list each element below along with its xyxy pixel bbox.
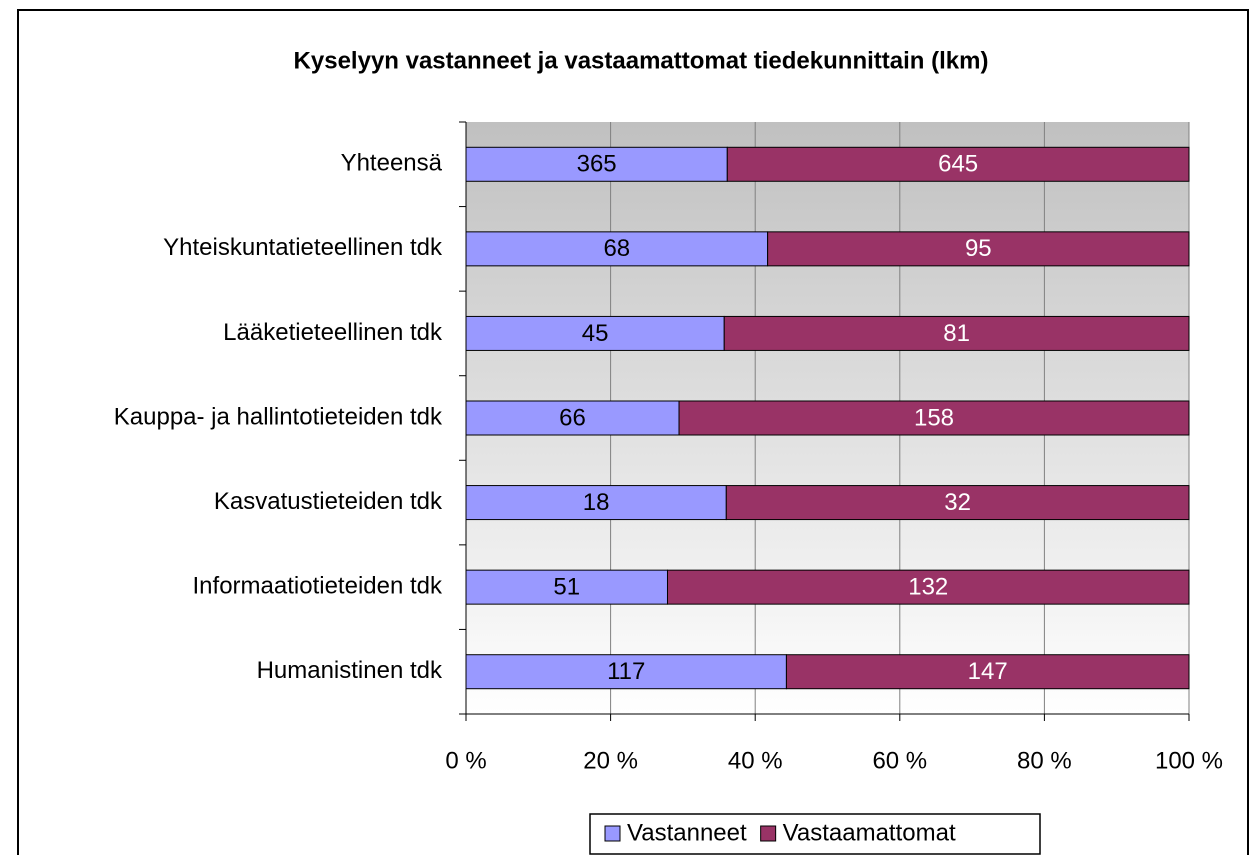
bar-segment — [785, 654, 1190, 690]
data-label: 32 — [944, 489, 971, 516]
y-tick-label: Kauppa- ja hallintotieteiden tdk — [114, 403, 443, 430]
bar-segment — [465, 569, 668, 605]
x-tick-label: 100 % — [1155, 747, 1223, 774]
data-label: 68 — [603, 235, 630, 262]
chart-title: Kyselyyn vastanneet ja vastaamattomat ti… — [294, 47, 989, 74]
data-label: 45 — [582, 320, 609, 347]
bar-segment — [678, 400, 1190, 436]
x-tick-label: 0 % — [445, 747, 486, 774]
y-tick-label: Yhteensä — [341, 150, 443, 177]
bar-segment — [465, 485, 727, 521]
y-tick-label: Humanistinen tdk — [257, 657, 443, 684]
data-label: 158 — [914, 404, 954, 431]
bar-segment — [465, 400, 680, 436]
legend-swatch — [760, 825, 777, 842]
bar-segment — [767, 231, 1190, 267]
x-tick-label: 80 % — [1017, 747, 1072, 774]
legend-swatch — [604, 825, 621, 842]
data-label: 66 — [559, 404, 586, 431]
data-label: 132 — [908, 573, 948, 600]
x-tick-label: 20 % — [583, 747, 638, 774]
data-label: 365 — [577, 151, 617, 178]
bar-segment — [465, 315, 725, 351]
x-tick-label: 60 % — [872, 747, 927, 774]
data-label: 51 — [553, 573, 580, 600]
y-tick-label: Informaatiotieteiden tdk — [193, 572, 443, 599]
y-tick-label: Lääketieteellinen tdk — [223, 319, 443, 346]
data-label: 18 — [583, 489, 610, 516]
bar-segment — [726, 146, 1190, 182]
legend-label: Vastaamattomat — [783, 819, 956, 846]
y-tick-label: Kasvatustieteiden tdk — [214, 488, 443, 515]
bar-segment — [666, 569, 1190, 605]
data-label: 645 — [938, 151, 978, 178]
bar-segment — [723, 315, 1190, 351]
legend-box — [589, 813, 1041, 855]
data-label: 95 — [965, 235, 992, 262]
x-tick-label: 40 % — [728, 747, 783, 774]
data-label: 117 — [607, 658, 645, 685]
bar-segment — [465, 654, 787, 690]
data-label: 81 — [943, 320, 970, 347]
bar-segment — [725, 485, 1190, 521]
legend-label: Vastanneet — [627, 819, 747, 846]
bar-segment — [465, 231, 769, 267]
data-label: 147 — [968, 658, 1008, 685]
y-tick-label: Yhteiskuntatieteellinen tdk — [163, 234, 443, 261]
